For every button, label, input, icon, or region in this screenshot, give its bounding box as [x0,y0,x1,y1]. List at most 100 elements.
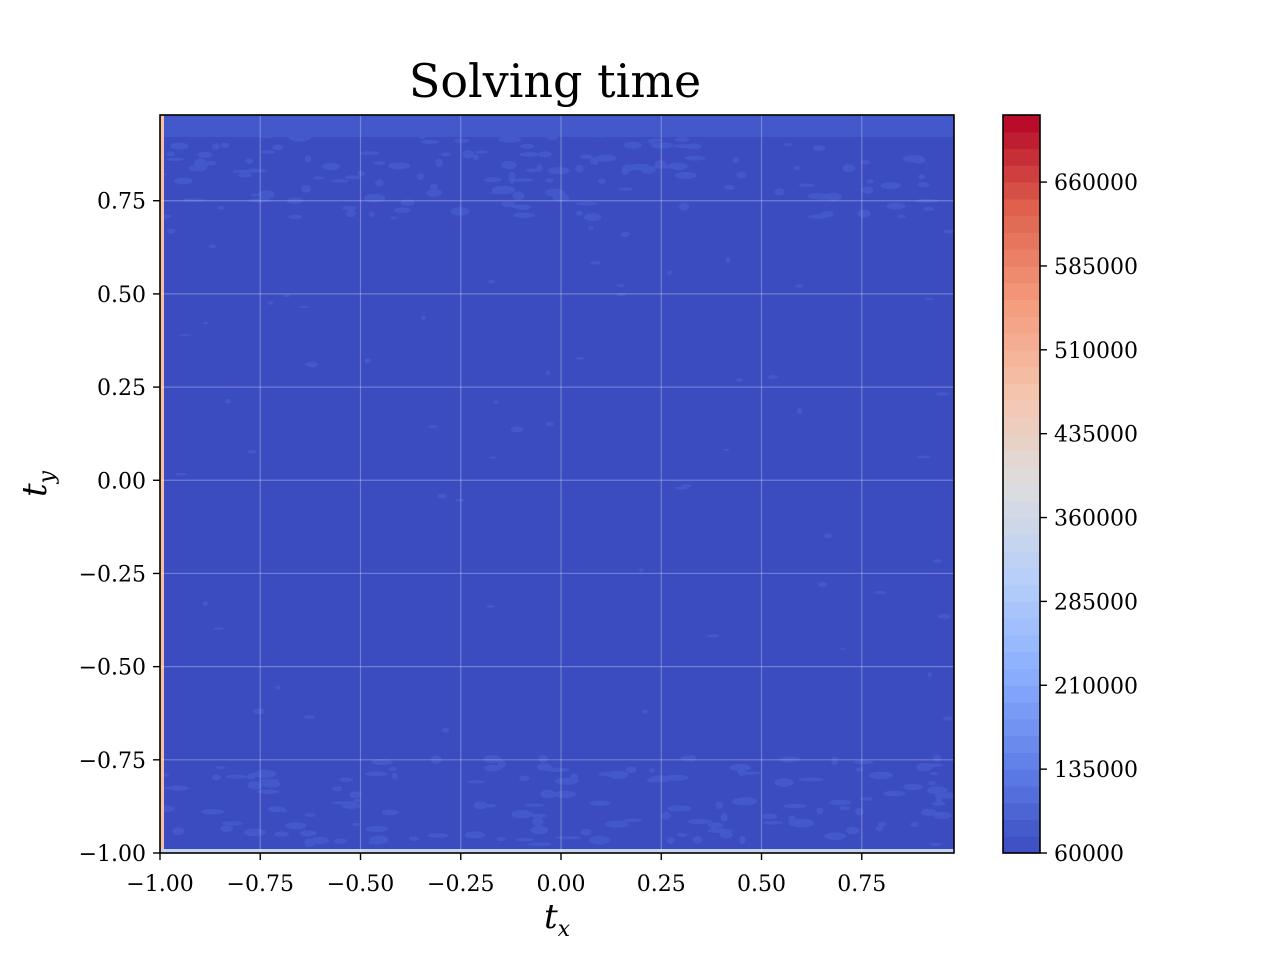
band-blob [511,178,534,182]
colorbar-segment [1003,416,1040,435]
band-blob [257,789,279,795]
band-blob [538,754,548,763]
band-blob [408,836,419,841]
band-blob [211,774,222,781]
speckle [823,533,833,539]
speckle [706,634,720,638]
band-blob [526,168,539,173]
band-blob [707,822,724,829]
band-blob [365,825,388,833]
speckle [441,727,450,733]
band-blob [916,763,933,772]
speckle [175,472,188,476]
band-blob [330,801,357,805]
band-blob [496,836,506,842]
speckle [202,321,209,325]
colorbar-segment [1003,316,1040,334]
speckle [590,261,601,265]
band-blob [248,198,271,203]
x-tick-label: 0.25 [637,872,686,897]
band-blob [353,798,361,803]
speckle [933,559,942,563]
band-blob [736,171,747,179]
speckle [510,426,523,433]
band-blob [917,182,930,188]
band-blob [763,820,783,825]
band-blob [381,809,399,816]
grid-lines [160,115,954,853]
band-blob [363,193,386,203]
band-blob [490,190,511,195]
speckle [283,294,291,298]
band-blob [604,820,629,828]
band-blob [667,837,675,845]
speckle [840,647,846,651]
band-blob [625,766,637,774]
band-blob [220,142,230,148]
colorbar-segment [1003,651,1040,670]
band-blob [511,810,533,819]
top-band [160,115,954,137]
band-blob [933,811,952,820]
band-blob [394,207,411,213]
speckle [213,627,225,630]
band-blob [279,808,288,813]
band-blob [510,204,525,209]
band-blob [618,187,634,191]
band-blob [247,781,263,790]
speckle [681,484,692,488]
speckle [943,229,954,234]
speckle [303,715,315,720]
speckle [208,244,217,249]
x-tick-label: 0.00 [537,872,586,897]
band-blob [855,807,864,816]
band-blob [388,162,411,170]
speckle [616,283,625,287]
band-blob [497,759,506,769]
speckle [796,408,803,415]
speckle [916,455,931,459]
colorbar: 60000 135000 210000 285000 360000 435000 51000… [1002,114,1138,867]
band-blob [798,777,824,782]
band-blob [256,129,276,139]
x-tick-label: −0.50 [327,872,394,897]
y-axis-label: ty [15,470,60,497]
colorbar-segment [1003,752,1040,770]
band-blob [782,803,807,809]
band-blob [388,766,397,771]
band-blob [790,818,815,828]
band-blob [416,173,425,180]
plot-area [159,114,955,854]
band-blob [342,205,357,211]
band-blob [575,164,584,174]
x-axis-label: tx [544,897,571,942]
chart-title: Solving time [409,54,701,108]
band-blob [709,827,719,833]
band-blob [667,805,692,812]
band-blob [729,763,751,772]
speckle [305,361,319,368]
speckle [935,392,950,396]
band-blob [540,789,556,799]
band-blob [474,150,489,154]
speckle [268,301,274,305]
band-blob [418,131,427,140]
band-blob [660,811,671,820]
band-blob [676,131,683,136]
speckle [874,591,887,594]
y-tick-label: 0.50 [97,283,146,308]
colorbar-segment [1003,366,1040,384]
speckle [642,709,648,714]
colorbar-segment [1003,785,1040,804]
band-blob [182,198,207,202]
y-tick-label: −0.25 [79,562,146,587]
band-blob [530,825,549,835]
band-blob [674,171,697,179]
colorbar-frame [1002,114,1041,854]
band-blob [371,759,393,766]
band-blob [524,803,545,807]
band-blob [927,786,948,795]
band-blob [472,154,479,160]
band-blob [536,763,553,771]
band-blob [243,828,266,837]
